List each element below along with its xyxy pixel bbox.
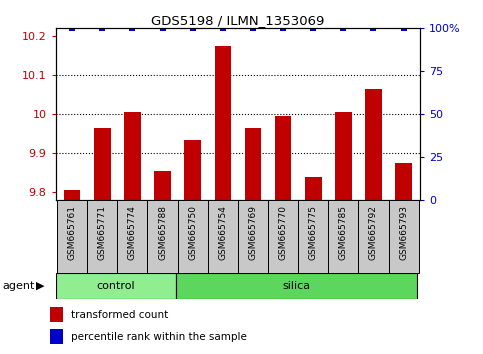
Bar — [388, 200, 419, 273]
Text: GSM665761: GSM665761 — [68, 205, 77, 260]
Text: percentile rank within the sample: percentile rank within the sample — [71, 332, 247, 342]
Bar — [64, 190, 80, 200]
Text: GSM665774: GSM665774 — [128, 205, 137, 260]
Bar — [298, 200, 328, 273]
Bar — [178, 200, 208, 273]
Point — [219, 25, 227, 31]
Text: agent: agent — [2, 281, 35, 291]
Text: GSM665792: GSM665792 — [369, 205, 378, 260]
Bar — [87, 200, 117, 273]
Bar — [335, 112, 352, 200]
Bar — [396, 163, 412, 200]
Bar — [94, 128, 111, 200]
Point — [279, 25, 287, 31]
Text: control: control — [97, 281, 135, 291]
Bar — [305, 177, 322, 200]
Bar — [117, 200, 147, 273]
Bar — [124, 112, 141, 200]
Point — [340, 25, 347, 31]
Text: GSM665754: GSM665754 — [218, 205, 227, 260]
Point — [369, 25, 377, 31]
Point — [159, 25, 167, 31]
Bar — [50, 307, 63, 322]
Bar — [245, 128, 261, 200]
Text: GSM665770: GSM665770 — [279, 205, 287, 260]
Point — [128, 25, 136, 31]
Point — [309, 25, 317, 31]
Bar — [238, 200, 268, 273]
Text: GSM665793: GSM665793 — [399, 205, 408, 260]
Title: GDS5198 / ILMN_1353069: GDS5198 / ILMN_1353069 — [151, 14, 325, 27]
Bar — [56, 273, 176, 299]
Bar — [358, 200, 388, 273]
Text: ▶: ▶ — [36, 281, 44, 291]
Text: GSM665785: GSM665785 — [339, 205, 348, 260]
Text: GSM665769: GSM665769 — [248, 205, 257, 260]
Point — [189, 25, 197, 31]
Text: silica: silica — [283, 281, 311, 291]
Point — [400, 25, 408, 31]
Text: GSM665750: GSM665750 — [188, 205, 197, 260]
Point — [68, 25, 76, 31]
Point — [99, 25, 106, 31]
Bar — [185, 139, 201, 200]
Bar — [275, 116, 291, 200]
Bar — [176, 273, 417, 299]
Bar — [208, 200, 238, 273]
Text: GSM665775: GSM665775 — [309, 205, 318, 260]
Text: GSM665788: GSM665788 — [158, 205, 167, 260]
Bar — [154, 171, 171, 200]
Text: transformed count: transformed count — [71, 310, 168, 320]
Bar — [365, 89, 382, 200]
Bar — [328, 200, 358, 273]
Bar — [214, 46, 231, 200]
Bar — [50, 329, 63, 344]
Bar — [147, 200, 178, 273]
Point — [249, 25, 257, 31]
Bar — [57, 200, 87, 273]
Bar — [268, 200, 298, 273]
Text: GSM665771: GSM665771 — [98, 205, 107, 260]
